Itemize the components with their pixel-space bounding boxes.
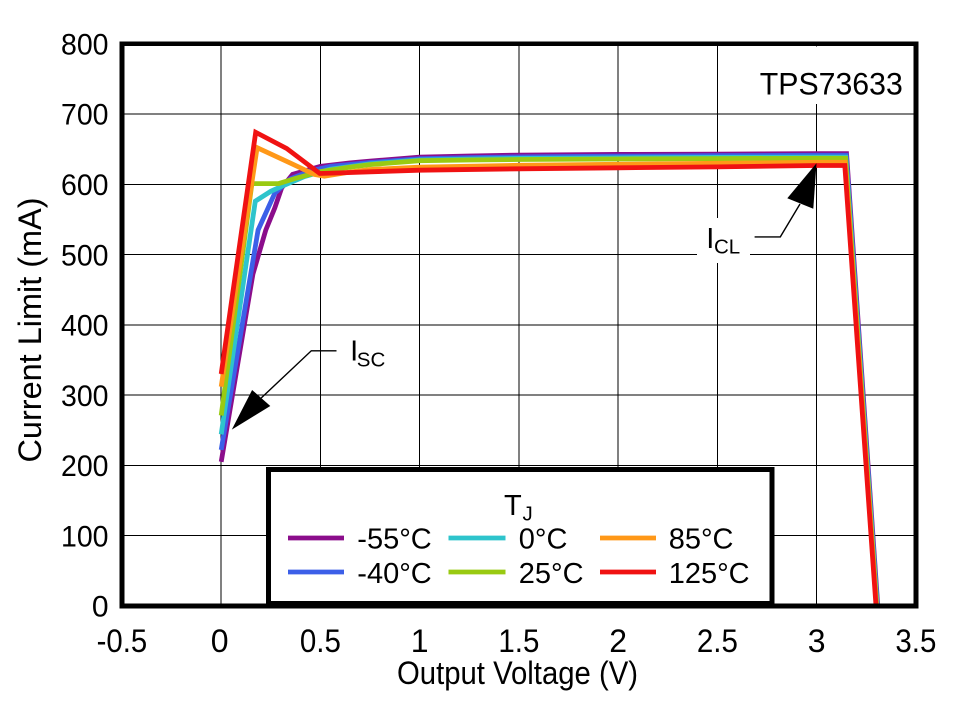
svg-text:400: 400 [61,310,109,343]
svg-text:SC: SC [357,348,386,371]
svg-text:CL: CL [714,236,740,259]
svg-text:Current Limit (mA): Current Limit (mA) [12,198,48,463]
svg-text:500: 500 [61,239,109,272]
svg-text:-0.5: -0.5 [97,623,148,659]
svg-text:300: 300 [61,380,109,413]
svg-text:200: 200 [61,450,109,483]
svg-text:125°C: 125°C [669,558,750,590]
svg-text:3.5: 3.5 [895,623,936,659]
svg-text:2: 2 [609,623,627,659]
svg-text:I: I [350,335,358,367]
svg-text:600: 600 [61,169,109,202]
svg-text:T: T [504,490,522,522]
svg-text:800: 800 [61,28,109,61]
svg-text:700: 700 [61,99,109,132]
svg-text:TPS73633: TPS73633 [760,66,903,102]
svg-text:1: 1 [411,623,429,659]
svg-text:85°C: 85°C [669,524,734,556]
svg-text:1.5: 1.5 [498,623,539,659]
svg-text:0.5: 0.5 [300,623,341,659]
svg-text:2.5: 2.5 [697,623,738,659]
svg-text:100: 100 [61,520,109,553]
svg-text:25°C: 25°C [519,558,584,590]
svg-text:-40°C: -40°C [357,558,431,590]
svg-text:-55°C: -55°C [357,524,431,556]
svg-text:J: J [523,503,533,526]
svg-text:0°C: 0°C [519,524,568,556]
svg-text:I: I [706,223,714,255]
svg-text:0: 0 [92,591,109,624]
svg-text:3: 3 [808,623,826,659]
svg-text:0: 0 [211,623,229,659]
svg-text:Output Voltage (V): Output Voltage (V) [397,655,638,691]
